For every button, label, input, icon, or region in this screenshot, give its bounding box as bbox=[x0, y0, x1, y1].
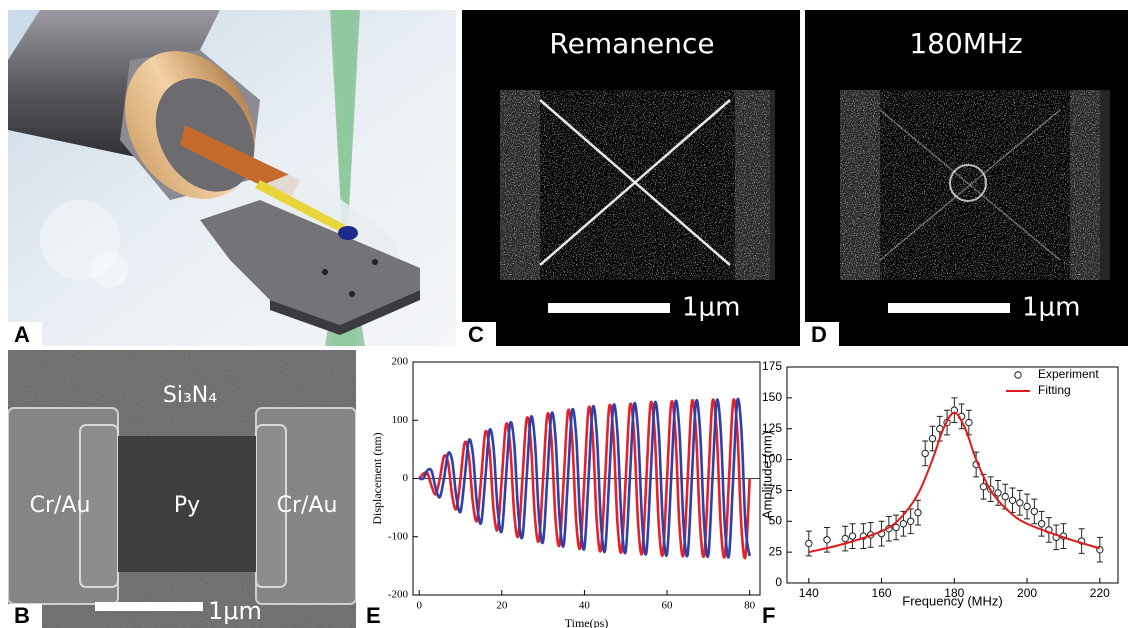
data-point bbox=[806, 540, 812, 546]
legend-marker bbox=[1015, 372, 1021, 378]
y-tick-label: -200 bbox=[388, 589, 409, 601]
data-point bbox=[1009, 497, 1015, 503]
y-tick-label: 0 bbox=[403, 472, 409, 484]
data-point bbox=[995, 490, 1001, 496]
y-tick-label: 25 bbox=[769, 544, 783, 558]
y-axis-title: Displacement (nm) bbox=[370, 432, 384, 524]
panel-a-image bbox=[8, 10, 456, 346]
x-tick-label: 60 bbox=[662, 600, 674, 612]
data-point bbox=[849, 533, 855, 539]
data-point bbox=[907, 518, 913, 524]
x-tick-label: 20 bbox=[496, 600, 508, 612]
data-point bbox=[900, 521, 906, 527]
chart: -200 -100 0 100 200 0 20 40 60 80 Displacement (nm… bbox=[370, 356, 760, 628]
data-point bbox=[1031, 508, 1037, 514]
plot-frame bbox=[787, 367, 1118, 583]
panel-label: F bbox=[762, 603, 775, 628]
y-tick-label: 175 bbox=[762, 359, 782, 373]
panel-label: C bbox=[468, 322, 484, 347]
x-tick-label: 220 bbox=[1090, 586, 1110, 600]
data-point bbox=[929, 435, 935, 441]
y-axis-title: Amplitude (nm) bbox=[759, 431, 774, 519]
data-point bbox=[922, 450, 928, 456]
x-tick-label: 40 bbox=[579, 600, 591, 612]
substrate-label: Si₃N₄ bbox=[163, 383, 217, 408]
x-tick-label: 80 bbox=[744, 600, 756, 612]
x-axis-title: Frequency (MHz) bbox=[902, 593, 1002, 608]
panel-c-image bbox=[462, 10, 800, 346]
x-tick-label: 0 bbox=[416, 600, 422, 612]
y-tick-label: 200 bbox=[392, 356, 409, 368]
data-point bbox=[1024, 503, 1030, 509]
data-point bbox=[1038, 521, 1044, 527]
data-point bbox=[915, 509, 921, 515]
electrode-label: Cr/Au bbox=[277, 493, 338, 518]
data-point bbox=[1002, 493, 1008, 499]
scale-bar-label: 1μm bbox=[1022, 293, 1080, 323]
scale-bar-label: 1μm bbox=[682, 293, 740, 323]
x-tick-label: 160 bbox=[872, 586, 892, 600]
data-point bbox=[1017, 500, 1023, 506]
scale-bar-label: 1μm bbox=[208, 597, 262, 625]
legend-label: Experiment bbox=[1038, 367, 1099, 381]
panel-d-title: 180MHz bbox=[909, 27, 1022, 60]
figure: Remanence 180MHz 1μm 1μm 1μm Si₃N₄ Cr/Au… bbox=[0, 0, 1130, 628]
data-point bbox=[842, 535, 848, 541]
y-tick-label: 100 bbox=[392, 414, 409, 426]
panel-label: B bbox=[14, 603, 30, 628]
panel-label: D bbox=[811, 322, 827, 347]
data-point bbox=[980, 484, 986, 490]
legend-label: Fitting bbox=[1038, 383, 1071, 397]
y-tick-label: 0 bbox=[775, 575, 782, 589]
electrode-label: Cr/Au bbox=[30, 493, 91, 518]
panel-label: E bbox=[366, 603, 381, 628]
y-tick-label: 150 bbox=[762, 390, 782, 404]
x-axis-title: Time(ps) bbox=[565, 616, 609, 628]
data-point bbox=[966, 419, 972, 425]
panel-label: A bbox=[14, 322, 30, 347]
charts: -200 -100 0 100 200 0 20 40 60 80 Displacement (nm… bbox=[370, 356, 1118, 628]
film-label: Py bbox=[174, 493, 200, 518]
panel-c-title: Remanence bbox=[549, 27, 714, 60]
y-tick-label: -100 bbox=[388, 530, 409, 542]
x-tick-label: 140 bbox=[799, 586, 819, 600]
x-tick-label: 200 bbox=[1017, 586, 1037, 600]
data-point bbox=[824, 537, 830, 543]
